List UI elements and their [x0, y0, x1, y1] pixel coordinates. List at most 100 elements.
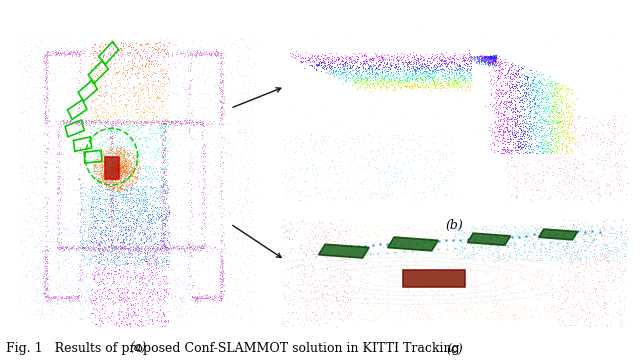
Point: [72, 296, 82, 301]
Point: [111, 186, 122, 191]
Point: [79, 253, 89, 259]
Point: [531, 109, 541, 115]
Point: [387, 81, 397, 87]
Point: [216, 282, 227, 287]
Point: [159, 273, 169, 279]
Point: [218, 275, 228, 280]
Point: [143, 248, 153, 253]
Point: [317, 270, 328, 276]
Point: [249, 74, 259, 79]
Point: [129, 47, 140, 53]
Point: [118, 239, 128, 245]
Point: [586, 130, 596, 135]
Point: [574, 221, 584, 227]
Point: [541, 156, 551, 162]
Point: [230, 49, 241, 55]
Point: [108, 300, 118, 305]
Point: [198, 231, 209, 237]
Point: [116, 320, 126, 326]
Point: [514, 136, 524, 142]
Point: [93, 240, 103, 246]
Point: [506, 240, 516, 245]
Point: [46, 288, 56, 293]
Point: [138, 272, 148, 278]
Point: [543, 143, 553, 149]
Point: [461, 88, 472, 93]
Point: [568, 285, 579, 291]
Point: [244, 234, 254, 239]
Point: [161, 242, 171, 247]
Point: [143, 44, 154, 49]
Point: [159, 236, 169, 242]
Point: [129, 246, 139, 252]
Point: [214, 203, 224, 209]
Point: [189, 142, 199, 148]
Point: [583, 223, 593, 229]
Point: [158, 202, 168, 208]
Point: [108, 177, 118, 182]
Point: [110, 132, 120, 138]
Point: [219, 50, 229, 56]
Point: [458, 55, 468, 61]
Point: [211, 279, 221, 285]
Point: [557, 134, 568, 139]
Point: [499, 144, 509, 150]
Point: [111, 170, 121, 176]
Point: [88, 297, 99, 303]
Point: [132, 131, 142, 137]
Point: [116, 174, 127, 179]
Point: [93, 317, 104, 323]
Point: [161, 124, 171, 130]
Point: [24, 69, 35, 75]
Point: [454, 68, 465, 74]
Point: [24, 203, 34, 209]
Point: [107, 133, 117, 139]
Point: [145, 305, 155, 310]
Point: [277, 224, 287, 230]
Point: [433, 282, 443, 288]
Point: [129, 261, 139, 267]
Point: [418, 237, 428, 243]
Point: [600, 76, 611, 82]
Point: [525, 107, 536, 113]
Point: [43, 65, 53, 71]
Point: [355, 278, 365, 283]
Point: [88, 274, 99, 279]
Point: [561, 260, 572, 265]
Point: [127, 169, 137, 174]
Point: [498, 87, 508, 93]
Point: [67, 296, 77, 302]
Point: [161, 118, 171, 124]
Point: [153, 61, 163, 67]
Point: [24, 162, 34, 168]
Point: [149, 184, 159, 190]
Point: [291, 286, 301, 292]
Point: [490, 242, 500, 248]
Point: [78, 242, 88, 248]
Point: [220, 282, 230, 288]
Point: [88, 127, 99, 133]
Point: [207, 296, 218, 302]
Point: [72, 120, 82, 126]
Point: [100, 173, 111, 179]
Point: [342, 65, 352, 70]
Point: [124, 119, 134, 125]
Point: [181, 183, 191, 188]
Point: [47, 314, 57, 320]
Point: [509, 132, 519, 138]
Point: [186, 240, 196, 245]
Point: [529, 119, 540, 125]
Point: [213, 125, 223, 130]
Point: [163, 227, 173, 233]
Point: [388, 57, 398, 63]
Point: [106, 257, 116, 263]
Point: [328, 73, 339, 79]
Point: [445, 58, 455, 64]
Point: [568, 135, 579, 140]
Point: [124, 165, 134, 171]
Point: [510, 254, 520, 260]
Point: [129, 176, 140, 182]
Point: [107, 245, 117, 251]
Point: [108, 179, 118, 185]
Point: [52, 197, 63, 203]
